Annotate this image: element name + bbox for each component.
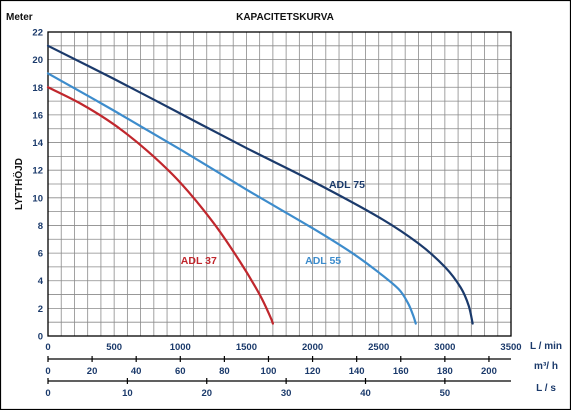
y-tick-label: 20	[32, 55, 43, 66]
x-tick-label: 40	[131, 366, 142, 377]
y-unit-label: Meter	[6, 12, 33, 23]
x-tick-label: 20	[201, 388, 212, 399]
x-tick-label: 200	[481, 366, 497, 377]
x-axis-unit-label: m³/ h	[534, 361, 558, 372]
y-axis-label: LYFTHÖJD	[12, 158, 25, 210]
x-tick-label: 80	[219, 366, 230, 377]
x-tick-label: 10	[122, 388, 133, 399]
x-tick-label: 180	[437, 366, 453, 377]
y-tick-label: 2	[38, 304, 43, 315]
y-tick-label: 4	[38, 276, 44, 287]
x-tick-label: 100	[261, 366, 277, 377]
x-tick-label: 60	[175, 366, 186, 377]
y-tick-label: 8	[38, 221, 43, 232]
x-axis-unit-label: L / min	[530, 341, 562, 352]
y-tick-label: 6	[38, 249, 43, 260]
y-tick-label: 22	[32, 28, 43, 39]
x-tick-label: 1500	[236, 342, 257, 353]
series-line-adl-75	[46, 44, 474, 325]
x-tick-label: 500	[106, 342, 122, 353]
x-tick-label: 120	[305, 366, 321, 377]
series-label: ADL 37	[181, 255, 217, 267]
chart-title: KAPACITETSKURVA	[236, 12, 334, 23]
x-tick-label: 50	[440, 388, 451, 399]
y-tick-label: 0	[38, 332, 43, 343]
x-tick-label: 160	[393, 366, 409, 377]
plot-area-border	[47, 31, 512, 337]
y-tick-label: 14	[32, 138, 43, 149]
x-tick-label: 0	[45, 388, 50, 399]
x-tick-label: 0	[45, 366, 50, 377]
series-label: ADL 55	[305, 255, 341, 267]
series-line-adl-55	[46, 72, 417, 325]
series-line-adl-37	[46, 86, 274, 325]
y-tick-label: 16	[32, 110, 43, 121]
x-tick-label: 140	[349, 366, 365, 377]
x-tick-label: 3500	[500, 342, 521, 353]
x-tick-label: 2000	[302, 342, 323, 353]
y-tick-label: 12	[32, 166, 43, 177]
x-tick-label: 2500	[368, 342, 389, 353]
series-curves: ADL 37 ADL 55 ADL 75	[46, 44, 474, 325]
y-tick-label: 18	[32, 83, 43, 94]
chart-grid	[48, 32, 511, 336]
x-tick-label: 30	[281, 388, 292, 399]
series-label: ADL 75	[329, 179, 365, 191]
x-tick-label: 1000	[170, 342, 191, 353]
y-tick-label: 10	[32, 193, 43, 204]
x-tick-label: 20	[87, 366, 98, 377]
x-tick-label: 40	[360, 388, 371, 399]
x-tick-label: 3000	[434, 342, 455, 353]
x-axis-unit-label: L / s	[536, 383, 556, 394]
x-tick-label: 0	[45, 342, 50, 353]
